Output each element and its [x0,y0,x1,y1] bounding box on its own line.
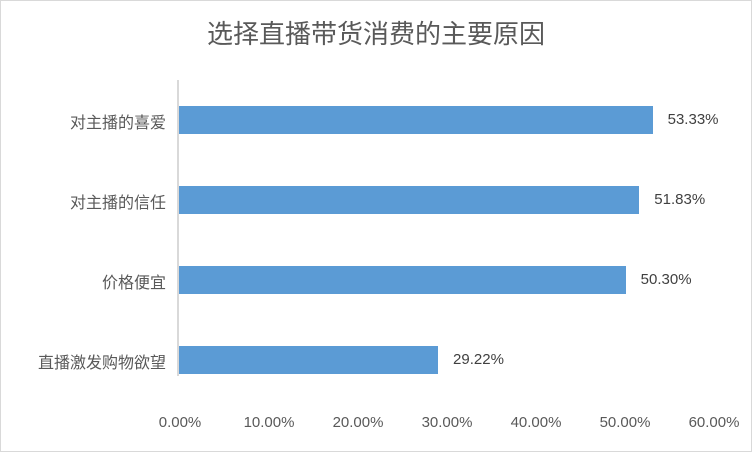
x-tick-label: 0.00% [158,414,202,431]
x-tick-label: 50.00% [599,414,651,431]
category-label: 价格便宜 [101,273,166,292]
data-label: 53.33% [667,111,719,128]
category-label: 对主播的喜爱 [69,113,166,132]
x-tick-label: 20.00% [332,414,384,431]
x-tick-label: 40.00% [510,414,562,431]
data-label: 51.83% [654,191,706,208]
x-tick-label: 30.00% [421,414,473,431]
y-axis-line [177,80,179,376]
bar[interactable] [179,186,640,214]
bar[interactable] [179,346,439,374]
category-label: 对主播的信任 [69,193,166,212]
bar[interactable] [179,106,653,134]
data-label: 50.30% [640,271,692,288]
x-tick-label: 60.00% [688,414,740,431]
category-label: 直播激发购物欲望 [37,353,166,372]
data-label: 29.22% [453,351,504,368]
bar[interactable] [179,266,626,294]
chart-title: 选择直播带货消费的主要原因 [206,20,545,50]
x-tick-label: 10.00% [243,414,295,431]
